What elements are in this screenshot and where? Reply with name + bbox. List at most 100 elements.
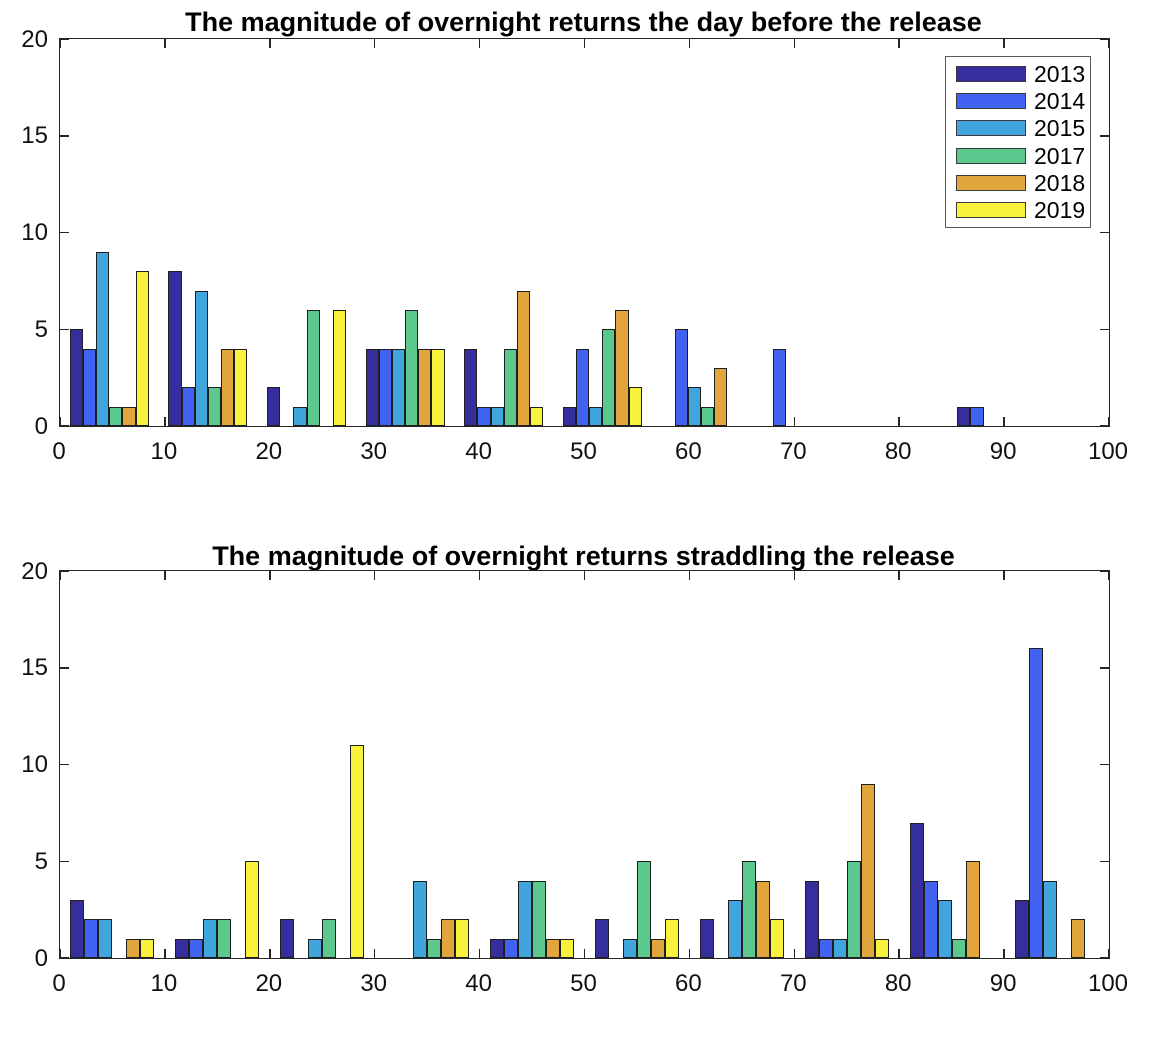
y-tick-label: 10 bbox=[21, 751, 48, 778]
y-tick-mark-right bbox=[1100, 425, 1109, 427]
x-tick-label: 40 bbox=[465, 438, 492, 465]
bar-2018-bin-5 bbox=[650, 938, 665, 958]
bar-2015-bin-9 bbox=[1042, 880, 1057, 958]
legend-swatch-2015 bbox=[956, 120, 1026, 137]
legend-swatch-2019 bbox=[956, 202, 1026, 219]
bar-2019-bin-7 bbox=[874, 938, 889, 958]
x-tick-mark-top bbox=[1003, 571, 1005, 580]
y-tick-label: 0 bbox=[34, 944, 48, 972]
x-tick-label: 90 bbox=[989, 970, 1017, 997]
y-tick-mark bbox=[60, 667, 69, 669]
legend-entry-2019: 2019 bbox=[946, 197, 1090, 223]
legend-label-2013: 2013 bbox=[1034, 60, 1086, 87]
x-tick-mark-top bbox=[373, 39, 376, 48]
bar-2013-bin-9 bbox=[1014, 899, 1029, 958]
x-tick-mark-top bbox=[1003, 39, 1005, 48]
bar-2015-bin-6 bbox=[687, 387, 701, 426]
bar-2017-bin-3 bbox=[427, 938, 442, 958]
x-tick-label: 0 bbox=[52, 438, 66, 465]
legend-entry-2017: 2017 bbox=[946, 143, 1090, 169]
bar-2014-bin-7 bbox=[773, 348, 787, 426]
x-tick-mark bbox=[373, 949, 376, 958]
bar-2014-bin-3 bbox=[378, 348, 392, 426]
x-tick-label: 0 bbox=[52, 970, 66, 997]
bar-2015-bin-5 bbox=[589, 406, 603, 426]
y-tick-mark bbox=[60, 328, 69, 330]
bar-2013-bin-0 bbox=[70, 899, 85, 958]
x-tick-mark-top bbox=[59, 39, 61, 48]
x-tick-mark bbox=[898, 417, 900, 426]
x-tick-mark-top bbox=[688, 39, 691, 48]
bar-2018-bin-8 bbox=[965, 861, 980, 958]
bar-2014-bin-9 bbox=[1028, 648, 1043, 958]
legend-swatch-2013 bbox=[956, 65, 1026, 82]
bar-2013-bin-2 bbox=[280, 919, 295, 958]
x-tick-mark-top bbox=[793, 571, 796, 580]
y-tick-mark bbox=[60, 957, 69, 959]
x-tick-mark-top bbox=[269, 571, 271, 580]
x-tick-mark bbox=[1108, 949, 1110, 958]
legend-label-2018: 2018 bbox=[1034, 169, 1086, 196]
x-tick-label: 50 bbox=[570, 438, 597, 465]
bar-2015-bin-8 bbox=[937, 899, 952, 958]
bar-2019-bin-1 bbox=[245, 861, 260, 958]
y-tick-mark-right bbox=[1100, 860, 1109, 862]
x-tick-mark-top bbox=[793, 39, 796, 48]
bar-2014-bin-1 bbox=[181, 387, 195, 426]
x-tick-mark bbox=[164, 949, 166, 958]
bar-2019-bin-0 bbox=[140, 938, 155, 958]
y-tick-mark-right bbox=[1100, 38, 1109, 40]
x-tick-mark-top bbox=[164, 39, 166, 48]
bar-2015-bin-2 bbox=[308, 938, 323, 958]
x-tick-label: 30 bbox=[360, 970, 388, 997]
legend-entry-2013: 2013 bbox=[946, 61, 1090, 87]
x-tick-label: 70 bbox=[779, 970, 807, 997]
bar-2014-bin-1 bbox=[189, 938, 204, 958]
bottom-plot-area bbox=[59, 570, 1110, 959]
x-tick-mark-top bbox=[688, 571, 691, 580]
bar-2017-bin-5 bbox=[602, 329, 616, 426]
x-tick-label: 60 bbox=[675, 438, 702, 465]
bar-2014-bin-6 bbox=[674, 329, 688, 426]
bar-2019-bin-4 bbox=[560, 938, 574, 958]
bar-2013-bin-4 bbox=[490, 938, 505, 958]
y-tick-mark-right bbox=[1100, 135, 1109, 137]
x-tick-mark bbox=[793, 417, 796, 426]
bar-2017-bin-6 bbox=[741, 861, 756, 958]
bar-2018-bin-1 bbox=[221, 348, 235, 426]
y-tick-mark bbox=[60, 763, 69, 766]
y-tick-mark-right bbox=[1100, 328, 1109, 330]
bar-2017-bin-5 bbox=[636, 861, 651, 958]
bar-2018-bin-6 bbox=[755, 880, 770, 958]
x-tick-label: 70 bbox=[779, 438, 807, 465]
bar-2018-bin-3 bbox=[441, 919, 456, 958]
x-tick-mark bbox=[59, 949, 61, 958]
x-tick-label: 20 bbox=[255, 438, 283, 465]
bar-2019-bin-1 bbox=[234, 348, 248, 426]
bar-2015-bin-0 bbox=[96, 251, 110, 426]
x-tick-mark bbox=[373, 417, 376, 426]
x-tick-label: 10 bbox=[150, 970, 178, 997]
x-tick-label: 60 bbox=[675, 970, 702, 997]
x-tick-mark-top bbox=[583, 39, 586, 48]
bar-2013-bin-5 bbox=[594, 919, 609, 958]
x-tick-label: 40 bbox=[465, 970, 492, 997]
bar-2019-bin-6 bbox=[769, 919, 784, 958]
bar-2013-bin-9 bbox=[957, 406, 971, 426]
bottom-chart-title: The magnitude of overnight returns strad… bbox=[212, 541, 955, 571]
legend-entry-2014: 2014 bbox=[946, 88, 1090, 114]
bar-2014-bin-0 bbox=[83, 348, 97, 426]
bar-2017-bin-3 bbox=[405, 309, 419, 426]
top-chart-title: The magnitude of overnight returns the d… bbox=[185, 7, 982, 37]
bar-2018-bin-4 bbox=[546, 938, 561, 958]
y-tick-mark bbox=[60, 38, 69, 40]
x-tick-mark-top bbox=[164, 571, 166, 580]
bar-2018-bin-0 bbox=[122, 406, 136, 426]
bar-2019-bin-4 bbox=[530, 406, 544, 426]
x-tick-label: 80 bbox=[884, 970, 912, 997]
x-tick-mark bbox=[583, 949, 586, 958]
bar-2019-bin-3 bbox=[455, 919, 470, 958]
x-tick-mark-top bbox=[1108, 571, 1110, 580]
bar-2015-bin-3 bbox=[391, 348, 406, 426]
